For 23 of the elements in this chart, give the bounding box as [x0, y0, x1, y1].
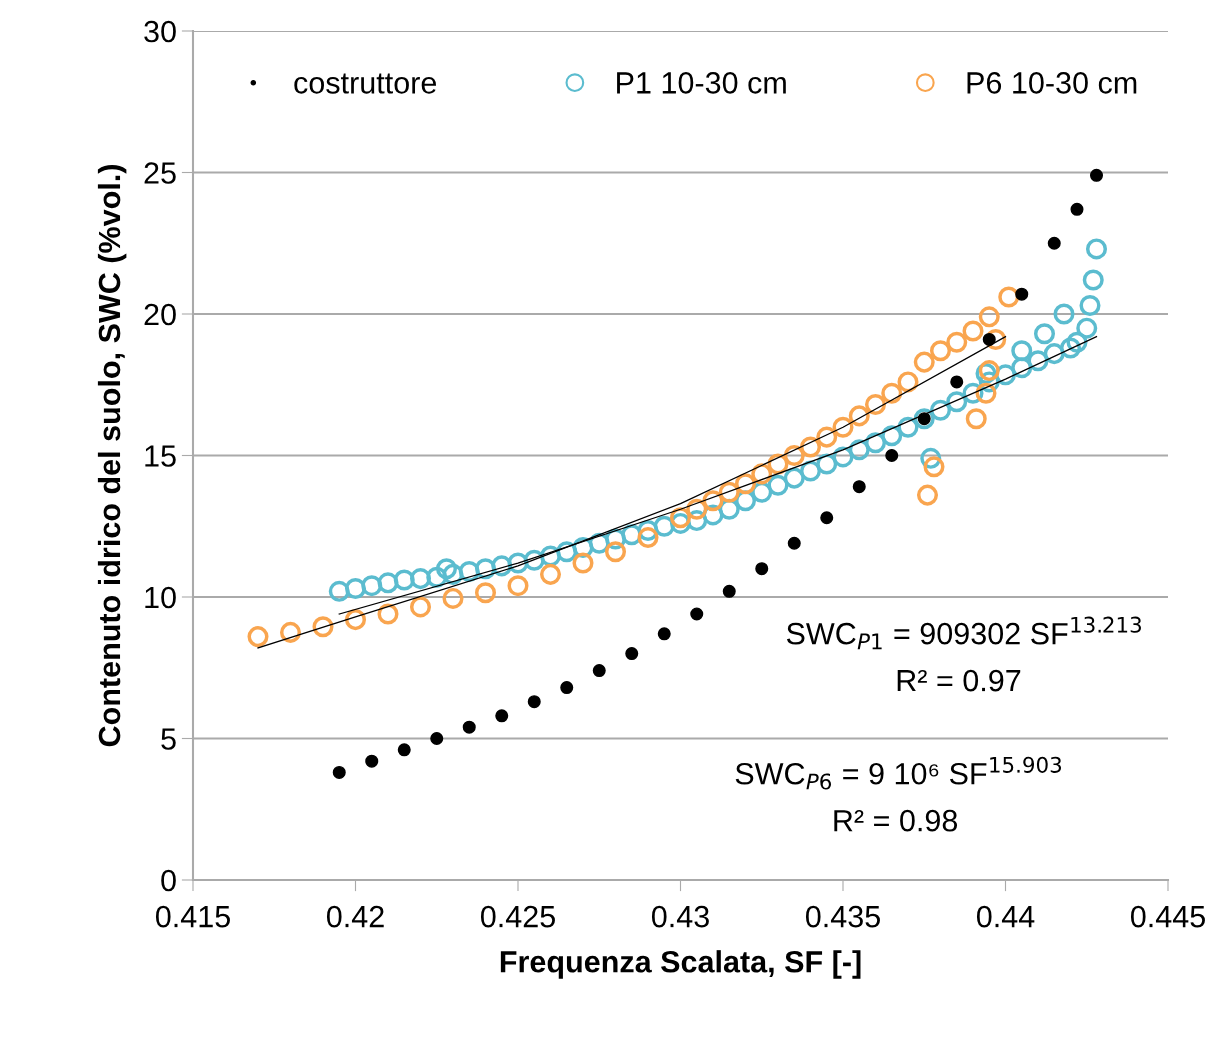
annotation: SWC$_{P1}$ = 909302 SF$^{13.213}$	[786, 616, 1141, 650]
y-tick-label: 0	[161, 869, 176, 892]
legend-label: P6 10-30 cm	[967, 72, 1137, 94]
x-axis-title: Frequenza Scalata, SF [-]	[500, 950, 861, 979]
x-tick-label: 0.42	[326, 905, 384, 928]
legend-label: P1 10-30 cm	[617, 72, 786, 94]
x-tick-label: 0.425	[480, 905, 555, 928]
annotation: SWC$_{P6}$ = 9 10⁶ SF$^{15.903}$	[735, 756, 1062, 790]
x-tick-label: 0.415	[155, 905, 230, 928]
annotation: R² = 0.98	[834, 809, 958, 832]
y-tick-label: 5	[161, 728, 176, 750]
y-tick-label: 25	[144, 162, 176, 184]
y-tick-label: 15	[145, 445, 176, 467]
y-tick-label: 20	[144, 303, 176, 326]
x-tick-label: 0.445	[1130, 905, 1205, 928]
x-tick-label: 0.435	[805, 905, 880, 928]
annotation: R² = 0.97	[897, 669, 1021, 692]
y-tick-label: 30	[144, 20, 176, 43]
x-tick-label: 0.43	[651, 905, 709, 928]
y-tick-label: 10	[145, 586, 176, 609]
legend-label: costruttore	[294, 73, 437, 94]
y-axis-title: Contenuto idrico del suolo, SWC (%vol.)	[97, 165, 127, 747]
x-tick-label: 0.44	[976, 905, 1035, 928]
